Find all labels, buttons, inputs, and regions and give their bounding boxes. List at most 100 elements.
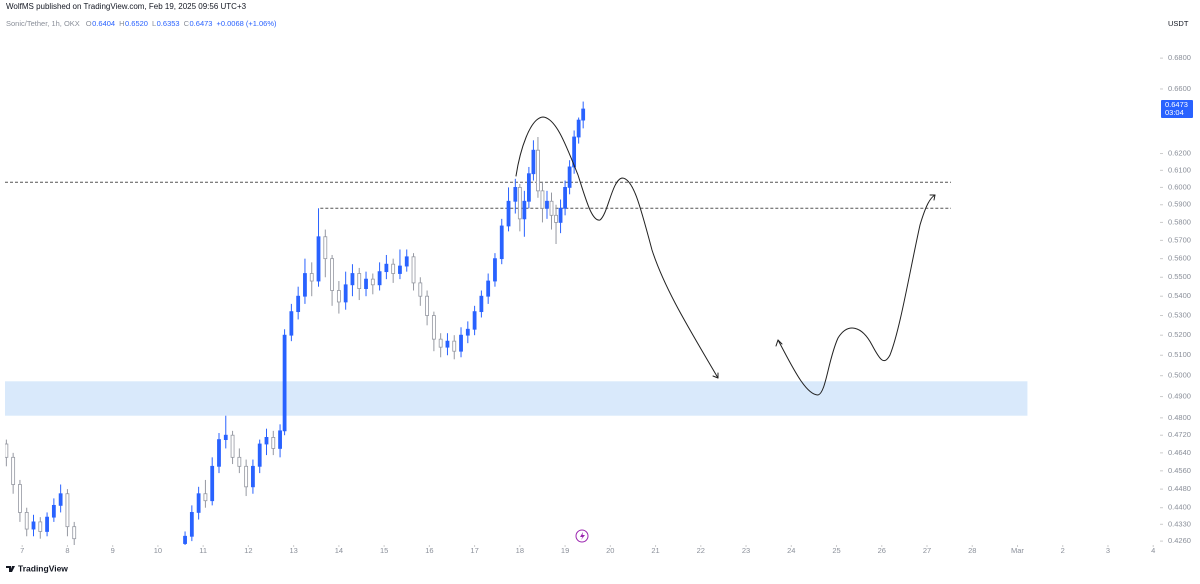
arrow-head (775, 339, 783, 347)
candle-body (251, 465, 255, 488)
candle-body (230, 434, 235, 458)
candle-body (486, 280, 491, 297)
candle-body (452, 340, 457, 352)
plot (5, 101, 1028, 545)
candle-body (323, 236, 328, 260)
y-tick-label: 0.5500 (1168, 272, 1191, 281)
legend-value: 0.6473 (190, 19, 213, 28)
x-tick-label: 20 (606, 546, 614, 555)
candle-body (364, 278, 368, 289)
candle-body (336, 290, 341, 303)
candle-body (51, 504, 56, 518)
projection-curve (777, 194, 936, 396)
x-tick-label: 25 (832, 546, 840, 555)
candle-body (404, 256, 409, 267)
candle-body (459, 334, 463, 352)
candle-body (479, 295, 484, 313)
price-axis: 0.6800 0.6600 0.6200 0.6100 0.6000 0.5900 0.58… (1160, 53, 1193, 545)
candle-body (350, 273, 355, 286)
candle-body (522, 200, 527, 220)
x-tick-label: 4 (1151, 546, 1155, 555)
candle-body (540, 190, 545, 209)
y-tick-label: 0.5300 (1168, 311, 1191, 320)
demand-zone (5, 381, 1028, 416)
candle-body (217, 439, 221, 467)
candle-body (72, 526, 77, 540)
x-tick-label: 24 (787, 546, 795, 555)
y-tick-label: 0.4480 (1168, 484, 1191, 493)
symbol-legend: Sonic/Tether, 1h, OKX O 0.6404 H 0.6520 L 0.63… (6, 19, 277, 28)
candle-body (572, 136, 577, 168)
y-tick-label: 0.5600 (1168, 254, 1191, 263)
candle-body (370, 278, 375, 286)
candle-body (271, 437, 276, 449)
candle-body (11, 456, 16, 485)
candle-body (45, 516, 49, 532)
candle-body (244, 465, 249, 488)
x-tick-label: 18 (516, 546, 524, 555)
x-tick-label: 21 (651, 546, 659, 555)
y-tick-label: 0.6200 (1168, 149, 1191, 158)
candle-body (465, 328, 470, 336)
y-tick-label: 0.4900 (1168, 392, 1191, 401)
x-tick-label: 2 (1061, 546, 1065, 555)
legend-change: +0.0068 (+1.06%) (216, 19, 277, 28)
candle-body (58, 493, 63, 506)
candle-body (316, 236, 321, 282)
candle-body (343, 284, 348, 303)
candle-body (289, 311, 294, 336)
publish-note: WolfMS published on TradingView.com, Feb… (6, 2, 247, 11)
candle-body (391, 263, 396, 274)
candle-body (282, 334, 287, 432)
countdown: 03:04 (1165, 108, 1184, 117)
x-tick-label: 10 (154, 546, 162, 555)
y-tick-label: 0.4560 (1168, 466, 1191, 475)
drawing (515, 116, 936, 396)
y-tick-label: 0.5900 (1168, 200, 1191, 209)
x-tick-label: 19 (561, 546, 569, 555)
y-tick-label: 0.5800 (1168, 217, 1191, 226)
arrow-head (712, 372, 719, 379)
candle-body (554, 214, 558, 223)
candle-body (257, 443, 262, 467)
y-tick-label: 0.5200 (1168, 330, 1191, 339)
x-tick-label: Mar (1011, 546, 1024, 555)
y-tick-label: 0.4330 (1168, 519, 1191, 528)
candle-body (237, 456, 242, 467)
candle-body (418, 282, 423, 297)
candle-body (567, 166, 572, 188)
candle-body (18, 484, 22, 513)
x-tick-label: 7 (20, 546, 24, 555)
y-tick-label: 0.4800 (1168, 413, 1191, 422)
y-tick-label: 0.4640 (1168, 448, 1191, 457)
x-tick-label: 15 (380, 546, 388, 555)
y-tick-label: 0.4260 (1168, 536, 1191, 545)
candle-body (513, 186, 518, 202)
x-tick-label: 16 (425, 546, 433, 555)
candle-body (425, 295, 429, 316)
candle-body (558, 207, 563, 223)
candle-body (189, 512, 194, 537)
candle-body (493, 258, 497, 282)
x-tick-label: 3 (1106, 546, 1110, 555)
brand: TradingView (6, 563, 68, 573)
candle-body (472, 311, 477, 330)
candle-body (531, 149, 536, 175)
y-tick-label: 0.6600 (1168, 84, 1191, 93)
x-tick-label: 13 (289, 546, 297, 555)
x-tick-label: 27 (923, 546, 931, 555)
candle-body (196, 493, 201, 513)
candle-body (203, 493, 208, 502)
candle-body (309, 273, 314, 282)
candle-body (545, 200, 549, 209)
candle-body (536, 149, 540, 192)
candle-body (581, 108, 586, 121)
x-tick-label: 12 (244, 546, 252, 555)
candle-body (210, 465, 215, 502)
candle-body (31, 521, 36, 530)
candle-body (563, 186, 567, 209)
candle-body (5, 443, 9, 458)
alert-icon (575, 529, 589, 543)
x-tick-label: 23 (742, 546, 750, 555)
legend-key: H (119, 19, 124, 28)
